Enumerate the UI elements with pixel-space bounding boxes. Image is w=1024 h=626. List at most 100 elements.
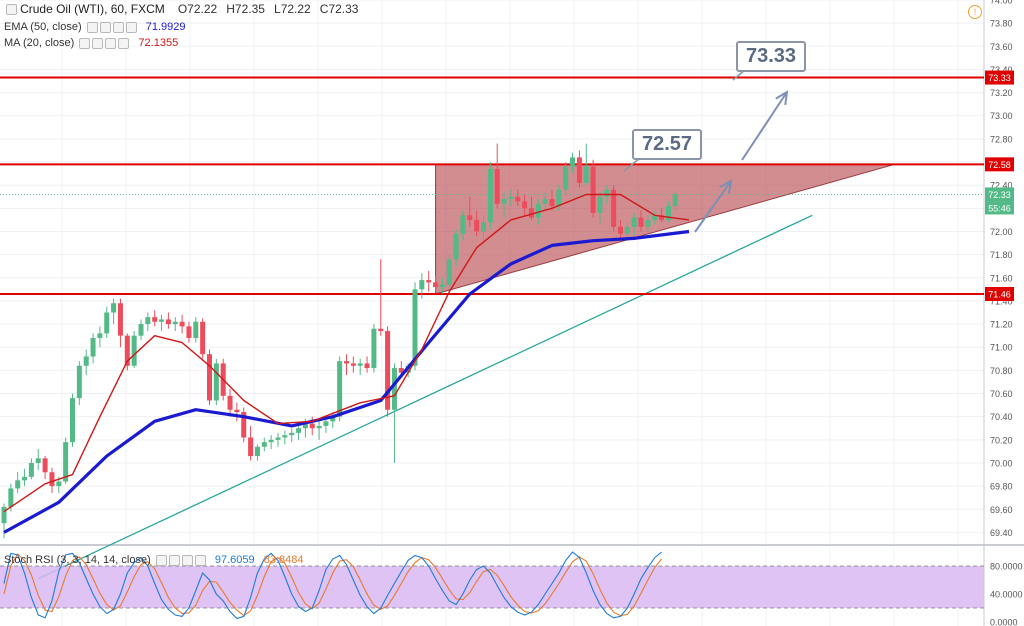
y-tick-label: 70.80: [990, 366, 1013, 376]
copy-icon[interactable]: [181, 554, 193, 566]
candle-body: [56, 481, 62, 487]
eye-icon[interactable]: [79, 37, 91, 49]
stoch-d-line: [3, 553, 663, 617]
eye-icon[interactable]: [86, 21, 98, 33]
candle-body: [49, 472, 55, 487]
ma-value: 72.1355: [138, 37, 179, 50]
candle-body: [323, 421, 329, 426]
candle-body: [172, 321, 178, 325]
info-icon[interactable]: !: [968, 5, 982, 19]
candle-body: [213, 363, 219, 401]
current-price-badge: 72.33: [985, 187, 1014, 202]
candle-body: [124, 335, 130, 366]
level-badge-71-46: 71.46: [985, 286, 1014, 301]
y-tick-label: 72.00: [990, 227, 1013, 237]
ma-label[interactable]: MA (20, close): [4, 37, 75, 50]
ohlc-open: O72.22: [177, 2, 218, 16]
copy-icon[interactable]: [112, 21, 124, 33]
y-tick-label: 71.40: [990, 296, 1013, 306]
candle-body: [316, 425, 322, 429]
candle-body: [248, 437, 254, 457]
eye-icon[interactable]: [155, 554, 167, 566]
stoch-legend: Stoch RSI (3, 3, 14, 14, close) 97.6059 …: [4, 554, 303, 566]
candle-body: [672, 194, 678, 207]
badge-text: 72.58: [988, 160, 1011, 170]
ohlc-low: L72.22: [274, 2, 311, 16]
candle-body: [522, 201, 528, 209]
ema-50-line: [3, 229, 690, 534]
candle-body: [583, 166, 589, 183]
symbol-title[interactable]: Crude Oil (WTI), 60, FXCM: [20, 2, 165, 16]
candle-body: [241, 412, 247, 438]
candle-body: [570, 157, 576, 167]
candle-body: [63, 442, 69, 482]
candle-body: [542, 199, 548, 204]
candle-body: [597, 196, 603, 213]
candle-body: [398, 368, 404, 373]
candle-body: [207, 354, 212, 401]
candle-body: [419, 280, 425, 290]
arrow-shaft: [741, 91, 788, 161]
candle-body: [117, 303, 123, 336]
candle-body: [412, 289, 418, 366]
candle-body: [35, 458, 41, 463]
candle-body: [330, 416, 336, 422]
copy-icon[interactable]: [105, 37, 117, 49]
stoch-tick-label: 40.0000: [990, 590, 1023, 600]
stoch-k-line: [3, 551, 662, 620]
ma-legend: MA (20, close) 72.1355: [4, 37, 178, 49]
candle-body: [433, 282, 439, 288]
candle-body: [474, 219, 480, 232]
badge-text: 71.46: [988, 289, 1011, 299]
candle-body: [254, 446, 260, 457]
candle-body: [378, 328, 384, 332]
candle-body: [467, 215, 473, 220]
close-icon[interactable]: [194, 554, 206, 566]
candle-body: [357, 363, 363, 366]
y-tick-label: 70.60: [990, 389, 1013, 399]
candle-body: [337, 361, 343, 417]
candle-body: [371, 328, 377, 369]
candle-body: [28, 462, 34, 477]
ma-20-line: [3, 193, 690, 513]
stoch-band: [0, 566, 984, 608]
target-callout: 73.33: [736, 41, 807, 72]
close-icon[interactable]: [118, 37, 130, 49]
candle-body: [1, 506, 7, 524]
stoch-tick-label: 80.0000: [990, 562, 1023, 572]
collapse-icon[interactable]: [6, 3, 17, 15]
candle-body: [391, 368, 397, 410]
level-badge-73-33: 73.33: [985, 70, 1014, 85]
settings-icon[interactable]: [99, 21, 111, 33]
candle-body: [42, 458, 48, 473]
candle-body: [200, 321, 206, 355]
candle-body: [186, 326, 192, 338]
arrow-shaft: [694, 180, 732, 233]
y-tick-label: 73.80: [990, 19, 1013, 29]
stoch-label[interactable]: Stoch RSI (3, 3, 14, 14, close): [4, 554, 151, 567]
candle-body: [494, 168, 500, 204]
candle-body: [111, 303, 117, 313]
candle-body: [611, 189, 617, 227]
candle-body: [659, 215, 665, 220]
settings-icon[interactable]: [92, 37, 104, 49]
candle-body: [138, 324, 144, 336]
candle-body: [638, 217, 644, 227]
countdown-text: 55:46: [988, 203, 1011, 213]
candle-body: [193, 321, 199, 338]
y-tick-label: 71.80: [990, 250, 1013, 260]
candle-body: [289, 432, 295, 436]
candle-body: [515, 196, 521, 202]
candle-body: [645, 219, 651, 227]
candle-body: [8, 488, 14, 507]
candle-body: [590, 166, 596, 213]
level-badge-72-58: 72.58: [985, 157, 1014, 172]
close-icon[interactable]: [125, 21, 137, 33]
candle-body: [350, 363, 356, 366]
candle-body: [234, 409, 240, 413]
candle-body: [624, 226, 630, 234]
candle-body: [268, 439, 274, 443]
settings-icon[interactable]: [168, 554, 180, 566]
ema-label[interactable]: EMA (50, close): [4, 21, 82, 34]
